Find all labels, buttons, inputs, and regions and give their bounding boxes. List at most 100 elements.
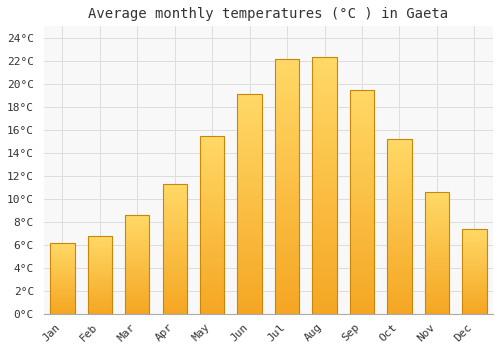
- Bar: [50, 291, 74, 292]
- Bar: [125, 241, 150, 242]
- Bar: [162, 294, 187, 296]
- Bar: [388, 254, 411, 256]
- Bar: [275, 273, 299, 276]
- Bar: [50, 279, 74, 280]
- Bar: [238, 195, 262, 197]
- Bar: [312, 129, 336, 132]
- Bar: [350, 117, 374, 119]
- Bar: [388, 225, 411, 226]
- Bar: [312, 217, 336, 219]
- Bar: [312, 278, 336, 281]
- Bar: [125, 228, 150, 229]
- Bar: [88, 239, 112, 240]
- Bar: [275, 212, 299, 214]
- Bar: [200, 198, 224, 200]
- Bar: [238, 206, 262, 209]
- Bar: [162, 306, 187, 308]
- Bar: [312, 145, 336, 147]
- Bar: [238, 235, 262, 237]
- Bar: [125, 301, 150, 302]
- Bar: [350, 155, 374, 157]
- Bar: [424, 247, 449, 248]
- Bar: [50, 297, 74, 298]
- Bar: [200, 159, 224, 161]
- Bar: [424, 211, 449, 213]
- Bar: [388, 214, 411, 216]
- Bar: [200, 168, 224, 169]
- Bar: [162, 278, 187, 279]
- Bar: [125, 234, 150, 235]
- Bar: [350, 99, 374, 101]
- Bar: [312, 160, 336, 163]
- Bar: [275, 181, 299, 184]
- Bar: [424, 297, 449, 298]
- Bar: [200, 230, 224, 232]
- Bar: [275, 150, 299, 153]
- Bar: [162, 275, 187, 276]
- Bar: [238, 105, 262, 107]
- Bar: [312, 114, 336, 117]
- Bar: [388, 298, 411, 300]
- Bar: [238, 292, 262, 294]
- Bar: [388, 300, 411, 302]
- Bar: [312, 78, 336, 80]
- Bar: [388, 169, 411, 170]
- Bar: [125, 249, 150, 250]
- Bar: [238, 252, 262, 255]
- Bar: [312, 150, 336, 152]
- Bar: [200, 166, 224, 168]
- Bar: [162, 270, 187, 271]
- Bar: [200, 162, 224, 164]
- Bar: [162, 284, 187, 285]
- Bar: [162, 288, 187, 289]
- Bar: [238, 136, 262, 138]
- Bar: [424, 210, 449, 211]
- Bar: [125, 257, 150, 258]
- Bar: [275, 299, 299, 301]
- Bar: [162, 249, 187, 250]
- Bar: [200, 244, 224, 246]
- Bar: [50, 250, 74, 251]
- Bar: [312, 83, 336, 86]
- Bar: [350, 240, 374, 242]
- Bar: [462, 278, 486, 279]
- Bar: [388, 186, 411, 188]
- Bar: [275, 79, 299, 82]
- Bar: [388, 149, 411, 151]
- Bar: [312, 109, 336, 111]
- Bar: [424, 233, 449, 235]
- Bar: [238, 237, 262, 239]
- Bar: [200, 164, 224, 166]
- Bar: [312, 142, 336, 145]
- Bar: [200, 289, 224, 291]
- Bar: [162, 292, 187, 293]
- Bar: [462, 251, 486, 252]
- Bar: [125, 215, 150, 314]
- Bar: [462, 312, 486, 313]
- Bar: [50, 265, 74, 266]
- Bar: [162, 236, 187, 237]
- Bar: [388, 191, 411, 193]
- Bar: [88, 288, 112, 289]
- Bar: [424, 197, 449, 198]
- Bar: [312, 306, 336, 309]
- Bar: [275, 156, 299, 158]
- Bar: [200, 153, 224, 155]
- Bar: [238, 120, 262, 123]
- Bar: [88, 280, 112, 281]
- Bar: [424, 284, 449, 285]
- Bar: [350, 179, 374, 182]
- Bar: [462, 235, 486, 236]
- Bar: [350, 105, 374, 107]
- Bar: [125, 246, 150, 247]
- Bar: [275, 71, 299, 74]
- Bar: [162, 237, 187, 239]
- Bar: [424, 208, 449, 209]
- Bar: [238, 147, 262, 149]
- Bar: [238, 209, 262, 211]
- Bar: [424, 269, 449, 270]
- Bar: [238, 191, 262, 193]
- Bar: [125, 264, 150, 265]
- Bar: [238, 125, 262, 127]
- Bar: [388, 232, 411, 233]
